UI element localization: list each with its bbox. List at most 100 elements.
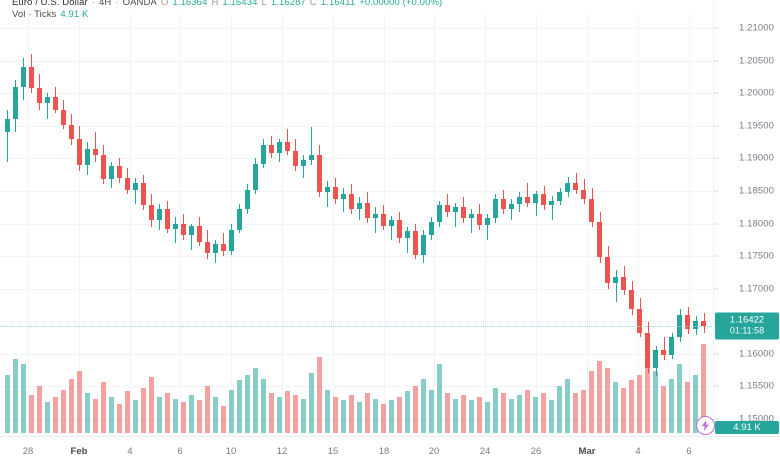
volume-bar: [645, 349, 650, 433]
volume-bar: [229, 389, 234, 433]
candle-wick: [311, 127, 312, 165]
volume-bar: [509, 398, 514, 433]
candle-body: [45, 96, 50, 104]
candle-body: [373, 213, 378, 219]
volume-bar: [349, 394, 354, 433]
interval-label[interactable]: 4H: [98, 0, 112, 8]
candle-body: [173, 223, 178, 229]
price-axis-tick: 1.21000: [738, 22, 774, 34]
volume-bar: [117, 404, 122, 433]
volume-bar: [317, 356, 322, 433]
candle-body: [381, 213, 386, 227]
volume-value-badge[interactable]: 4.91 K: [715, 421, 779, 434]
candle-body: [477, 213, 482, 225]
price-tick-mark: [714, 125, 719, 127]
candle-body: [53, 96, 58, 110]
candle-wick: [471, 209, 472, 234]
price-axis[interactable]: 1.21000 1.20500 1.20000 1.19500 1.19000 1.185…: [713, 0, 780, 437]
candle-body: [221, 244, 226, 251]
candle-wick: [175, 216, 176, 243]
volume-bar: [13, 358, 18, 433]
candle-wick: [7, 109, 8, 162]
candle-wick: [287, 129, 288, 156]
ohlc-high-key: H: [211, 0, 219, 8]
volume-bar: [605, 367, 610, 433]
volume-bar: [525, 389, 530, 433]
volume-bar: [165, 393, 170, 433]
candle-body: [509, 203, 514, 210]
time-axis-tick: 28: [22, 446, 34, 457]
grid-line-horizontal: [0, 93, 714, 94]
candle-wick: [536, 190, 537, 216]
volume-bar: [429, 389, 434, 433]
candle-body: [541, 194, 546, 206]
volume-bar: [685, 382, 690, 433]
volume-bar: [557, 385, 562, 433]
legend-separator-1: ·: [91, 0, 95, 8]
candle-body: [317, 155, 322, 193]
legend-separator-2: ·: [115, 0, 119, 8]
candle-wick: [527, 183, 528, 208]
time-axis-tick: 10: [225, 446, 237, 457]
volume-bar: [149, 376, 154, 433]
ohlc-close-key: C: [309, 0, 317, 8]
candle-body: [29, 67, 34, 89]
volume-bar: [421, 378, 426, 433]
candle-wick: [511, 198, 512, 221]
current-price-badge[interactable]: 1.16422 01:11:58: [715, 312, 779, 340]
volume-bar: [157, 396, 162, 433]
time-axis-tick: Feb: [70, 446, 88, 457]
grid-line-horizontal: [0, 289, 714, 290]
symbol-title[interactable]: Euro / U.S. Dollar: [12, 0, 88, 8]
current-price-line: [0, 326, 714, 327]
candle-wick: [487, 213, 488, 240]
price-axis-tick: 1.15000: [738, 413, 774, 425]
candle-body: [621, 276, 626, 290]
ohlc-change-value: +0.00000 (+0.00%): [359, 0, 443, 8]
volume-bar: [693, 375, 698, 433]
volume-bar: [53, 396, 58, 433]
volume-bar: [221, 405, 226, 433]
candle-body: [669, 337, 674, 355]
candle-body: [117, 166, 122, 178]
time-axis-tick: 26: [530, 446, 542, 457]
price-tick-mark: [714, 92, 719, 94]
volume-bar: [445, 393, 450, 433]
candle-body: [501, 198, 506, 210]
candle-body: [597, 222, 602, 258]
candle-body: [325, 187, 330, 193]
ohlc-low-key: L: [261, 0, 267, 8]
volume-bar: [61, 389, 66, 433]
candle-body: [261, 145, 266, 164]
time-axis-tick: 12: [276, 446, 288, 457]
grid-line-horizontal: [0, 321, 714, 322]
current-price-value: 1.16422: [729, 314, 765, 326]
candle-body: [637, 309, 642, 333]
price-tick-mark: [714, 27, 719, 29]
plot-area[interactable]: [0, 14, 714, 433]
volume-bar: [37, 385, 42, 433]
candle-wick: [327, 181, 328, 208]
time-axis[interactable]: 28 Feb 4 6 10 12 15 18 20 24 26 Mar 4 6: [0, 436, 780, 470]
candle-body: [253, 163, 258, 190]
volume-bar: [181, 402, 186, 433]
grid-line-vertical: [587, 14, 588, 433]
grid-line-vertical: [282, 14, 283, 433]
volume-bar: [701, 344, 706, 433]
candle-body: [349, 193, 354, 210]
volume-bar: [677, 364, 682, 433]
candle-body: [629, 289, 634, 310]
grid-line-vertical: [536, 14, 537, 433]
volume-bar: [245, 375, 250, 433]
volume-bar: [613, 382, 618, 433]
volume-bar: [589, 371, 594, 433]
volume-bar: [189, 394, 194, 433]
time-axis-tick: 24: [479, 446, 491, 457]
volume-bar: [517, 394, 522, 433]
volume-bar: [29, 394, 34, 433]
price-tick-mark: [714, 385, 719, 387]
volume-bar: [293, 394, 298, 433]
lightning-bolt-icon[interactable]: [696, 416, 715, 435]
candle-wick: [552, 196, 553, 221]
symbol-legend-row[interactable]: Euro / U.S. Dollar · 4H · OANDA O 1.16364…: [12, 0, 442, 9]
